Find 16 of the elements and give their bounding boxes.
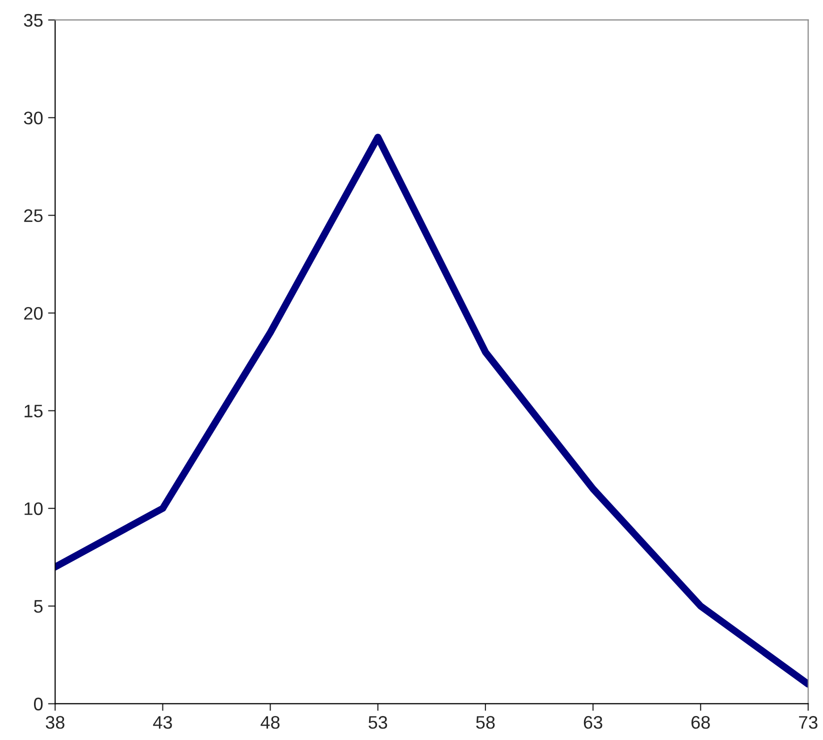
y-tick-label: 10 (24, 502, 43, 516)
y-tick-label: 35 (24, 14, 43, 27)
x-tick-label: 53 (368, 716, 388, 729)
y-tick-label: 0 (34, 698, 43, 710)
x-tick-label: 48 (260, 716, 280, 729)
y-tick-label: 25 (24, 209, 43, 222)
x-tick-label: 58 (476, 716, 495, 729)
y-tick-label: 20 (24, 306, 43, 320)
x-tick-label: 63 (584, 716, 602, 729)
x-tick-label: 43 (153, 716, 172, 729)
y-tick-label: 30 (24, 112, 43, 124)
y-tick-label: 15 (24, 404, 43, 418)
y-tick-label: 5 (34, 600, 43, 613)
x-tick-label: 73 (799, 716, 818, 729)
x-tick-label: 68 (691, 716, 710, 729)
x-tick-label: 38 (46, 716, 64, 729)
